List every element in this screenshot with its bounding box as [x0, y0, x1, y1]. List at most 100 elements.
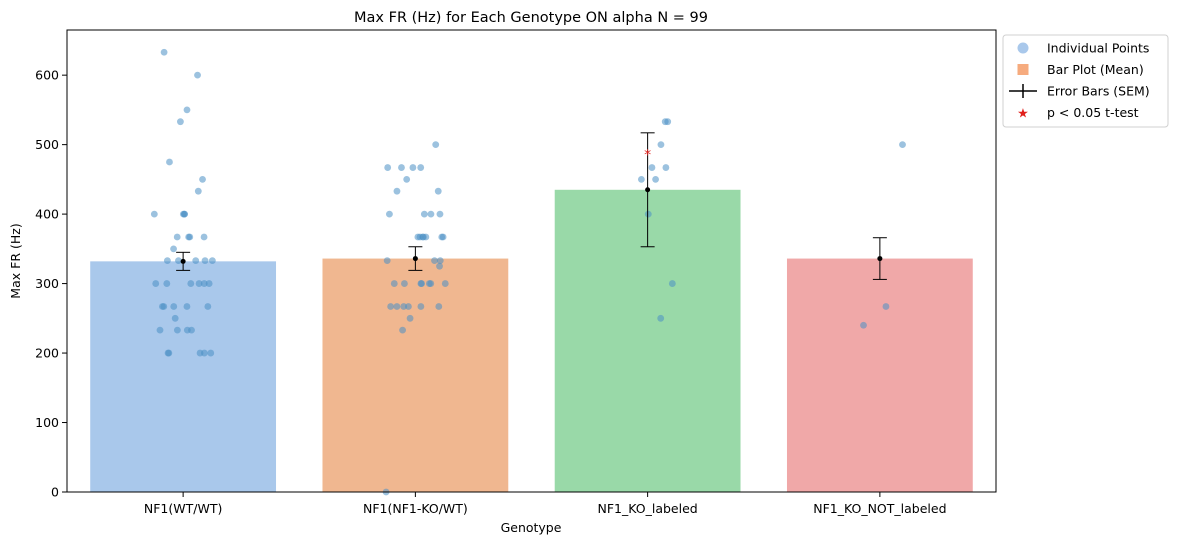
data-point — [166, 158, 173, 166]
data-point — [401, 280, 408, 287]
y-tick-label: 200 — [35, 346, 59, 361]
y-tick-label: 400 — [35, 207, 59, 222]
data-point — [414, 233, 422, 241]
bar — [786, 258, 973, 492]
bar — [322, 258, 509, 492]
data-point — [205, 280, 213, 287]
data-point — [637, 175, 645, 183]
data-point — [201, 257, 209, 265]
x-tick-label: NF1_KO_NOT_labeled — [813, 501, 946, 516]
y-tick-label: 0 — [51, 485, 59, 500]
y-tick-label: 600 — [35, 68, 59, 83]
data-point — [427, 210, 435, 218]
data-point — [175, 257, 182, 265]
data-point — [181, 210, 188, 218]
data-point — [435, 303, 443, 310]
data-point — [393, 187, 401, 195]
y-tick-label: 300 — [35, 276, 59, 291]
data-point — [417, 164, 425, 171]
data-point — [192, 257, 200, 265]
x-tick-label: NF1_KO_labeled — [598, 501, 698, 516]
x-tick-label: NF1(NF1-KO/WT) — [363, 501, 468, 516]
data-point — [183, 106, 191, 114]
data-point — [170, 303, 178, 310]
data-point — [383, 257, 391, 265]
data-point — [208, 257, 216, 265]
data-point — [200, 233, 208, 241]
x-axis-label: Genotype — [501, 520, 562, 535]
legend-label: Error Bars (SEM) — [1047, 84, 1150, 99]
y-tick-label: 500 — [35, 137, 59, 152]
data-point — [386, 210, 393, 218]
data-point — [398, 164, 405, 171]
mean-point — [412, 256, 418, 262]
data-point — [207, 349, 215, 357]
bar — [90, 261, 277, 492]
data-point — [427, 280, 435, 287]
data-point — [436, 210, 444, 218]
data-point — [384, 164, 392, 171]
data-point — [171, 314, 179, 322]
data-point — [648, 164, 656, 171]
data-point — [199, 175, 206, 183]
data-point — [177, 118, 184, 126]
data-point — [860, 321, 867, 329]
data-point — [156, 326, 164, 334]
data-point — [200, 349, 208, 357]
data-point — [420, 210, 428, 218]
data-point — [150, 210, 158, 218]
data-point — [163, 280, 171, 287]
data-point — [399, 326, 406, 334]
data-point — [441, 280, 449, 287]
data-point — [899, 141, 906, 149]
data-point — [204, 303, 212, 310]
data-point — [644, 210, 652, 218]
mean-point — [645, 187, 651, 193]
data-point — [439, 233, 447, 241]
data-point — [668, 280, 676, 287]
data-point — [409, 164, 417, 171]
data-point — [152, 280, 160, 287]
data-point — [170, 245, 177, 253]
data-point — [390, 280, 398, 287]
data-point — [652, 175, 659, 183]
data-point — [183, 303, 191, 310]
plot-frame — [66, 29, 997, 493]
data-point — [418, 280, 425, 287]
data-point — [882, 303, 890, 310]
data-point — [432, 141, 440, 149]
data-point — [188, 326, 195, 334]
legend: Individual Points Bar Plot (Mean) Error Ba… — [1002, 34, 1169, 128]
data-point — [417, 303, 425, 310]
data-point — [173, 233, 181, 241]
data-point — [165, 349, 173, 357]
data-point — [405, 303, 412, 310]
data-point — [194, 187, 202, 195]
data-point — [657, 141, 665, 149]
data-point — [160, 48, 168, 56]
legend-label: p < 0.05 t-test — [1047, 105, 1139, 120]
y-axis-label: Max FR (Hz) — [8, 223, 23, 298]
data-point — [434, 187, 442, 195]
data-point — [406, 314, 414, 322]
data-point — [436, 257, 444, 265]
data-point — [195, 280, 203, 287]
y-tick-label: 100 — [35, 415, 59, 430]
data-point — [163, 257, 171, 265]
data-point — [160, 303, 168, 310]
significance-marker: * — [644, 148, 651, 164]
data-point — [400, 303, 408, 310]
chart-title: Max FR (Hz) for Each Genotype ON alpha N… — [354, 10, 708, 26]
data-point — [387, 303, 395, 310]
data-point — [200, 280, 208, 287]
mean-point — [180, 258, 186, 264]
data-point — [419, 233, 426, 241]
legend-label: Bar Plot (Mean) — [1047, 62, 1144, 77]
x-tick-label: NF1(WT/WT) — [144, 501, 222, 516]
data-point — [194, 71, 201, 79]
data-point — [403, 175, 411, 183]
data-point — [436, 262, 443, 270]
mean-point — [877, 256, 883, 262]
legend-marker-circle — [1017, 42, 1029, 54]
